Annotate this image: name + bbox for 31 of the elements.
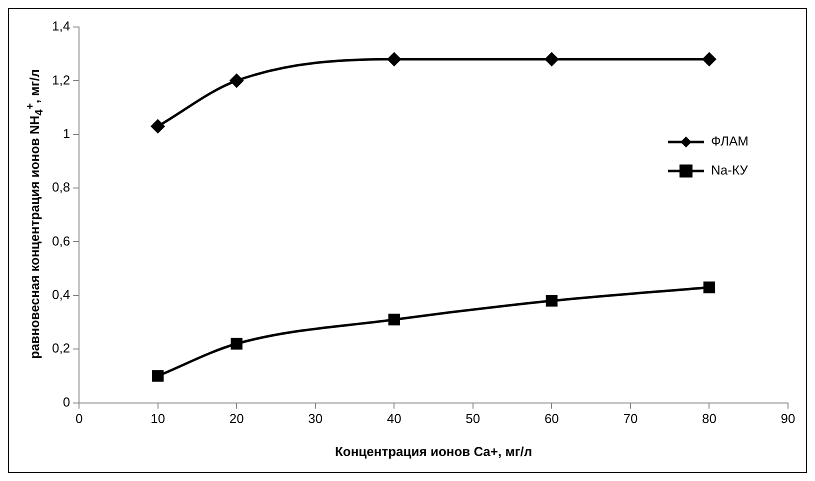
y-tick-label: 1,4 xyxy=(52,18,70,34)
x-tick-label: 10 xyxy=(150,411,166,426)
point xyxy=(387,52,401,66)
y-tick-label: 0,2 xyxy=(52,340,70,356)
legend-label: ФЛАМ xyxy=(711,134,748,149)
point xyxy=(151,120,165,134)
y-tick-label: 1,2 xyxy=(52,72,70,88)
x-tick-label: 90 xyxy=(780,411,796,426)
legend-label: Na-КУ xyxy=(711,162,749,178)
y-tick-label: 0,8 xyxy=(52,180,70,195)
x-tick-label: 70 xyxy=(623,411,638,426)
point xyxy=(152,370,164,382)
point xyxy=(544,52,558,66)
point xyxy=(703,282,716,294)
x-axis-title: Концентрация ионов Ca+, мг/л xyxy=(334,444,532,459)
x-tick-label: 60 xyxy=(544,411,559,426)
x-tick-label: 80 xyxy=(702,411,716,426)
point xyxy=(702,52,716,66)
point xyxy=(230,74,244,88)
point xyxy=(230,338,242,350)
x-tick-label: 50 xyxy=(466,411,480,426)
x-tick-label: 0 xyxy=(75,411,83,426)
y-tick-label: 0,4 xyxy=(52,287,70,302)
x-tick-label: 40 xyxy=(386,411,402,426)
point xyxy=(546,294,558,307)
x-tick-label: 30 xyxy=(308,411,323,426)
point xyxy=(388,314,400,326)
y-tick-label: 0,6 xyxy=(52,233,70,248)
y-tick-label: 0 xyxy=(62,394,70,410)
x-tick-label: 20 xyxy=(229,411,244,426)
y-tick-label: 1 xyxy=(62,126,70,141)
